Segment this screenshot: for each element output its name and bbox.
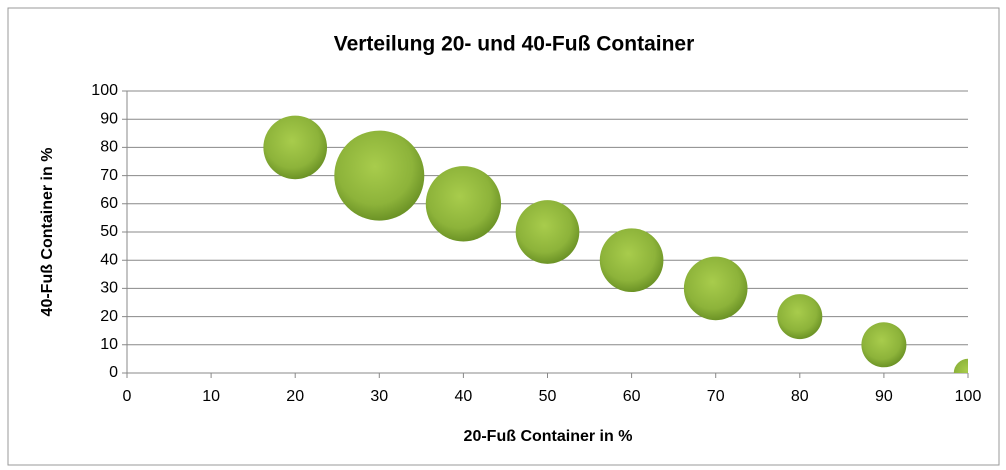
x-axis-label: 20-Fuß Container in % (464, 428, 633, 445)
bubble (953, 358, 968, 373)
y-tick-label: 50 (100, 223, 118, 240)
y-tick-label: 20 (100, 308, 118, 325)
chart-title: Verteilung 20- und 40-Fuß Container (334, 33, 695, 56)
y-axis-label: 40-Fuß Container in % (39, 148, 56, 317)
bubble (334, 130, 425, 221)
x-tick-label: 70 (707, 388, 725, 405)
x-tick-label: 100 (955, 388, 982, 405)
y-tick-label: 10 (100, 336, 118, 353)
bubble (777, 294, 823, 340)
y-tick-label: 40 (100, 251, 118, 268)
bubble (425, 166, 502, 242)
x-tick-label: 90 (875, 388, 893, 405)
x-tick-label: 50 (539, 388, 557, 405)
y-tick-label: 80 (100, 139, 118, 156)
x-tick-label: 40 (455, 388, 473, 405)
y-tick-label: 70 (100, 167, 118, 184)
x-tick-label: 20 (286, 388, 304, 405)
y-tick-label: 100 (91, 82, 118, 99)
x-tick-label: 10 (202, 388, 220, 405)
bubble (861, 322, 907, 368)
y-tick-label: 60 (100, 195, 118, 212)
bubble (263, 115, 328, 180)
y-tick-label: 90 (100, 110, 118, 127)
bubble (599, 228, 664, 293)
plot-area (263, 115, 968, 373)
x-tick-label: 60 (623, 388, 641, 405)
bubble (515, 200, 580, 264)
chart-border (7, 7, 1000, 466)
bubble (683, 256, 748, 321)
x-tick-label: 0 (123, 388, 132, 405)
x-tick-label: 30 (370, 388, 388, 405)
y-tick-label: 30 (100, 280, 118, 297)
y-tick-label: 0 (109, 364, 118, 381)
x-tick-label: 80 (791, 388, 809, 405)
